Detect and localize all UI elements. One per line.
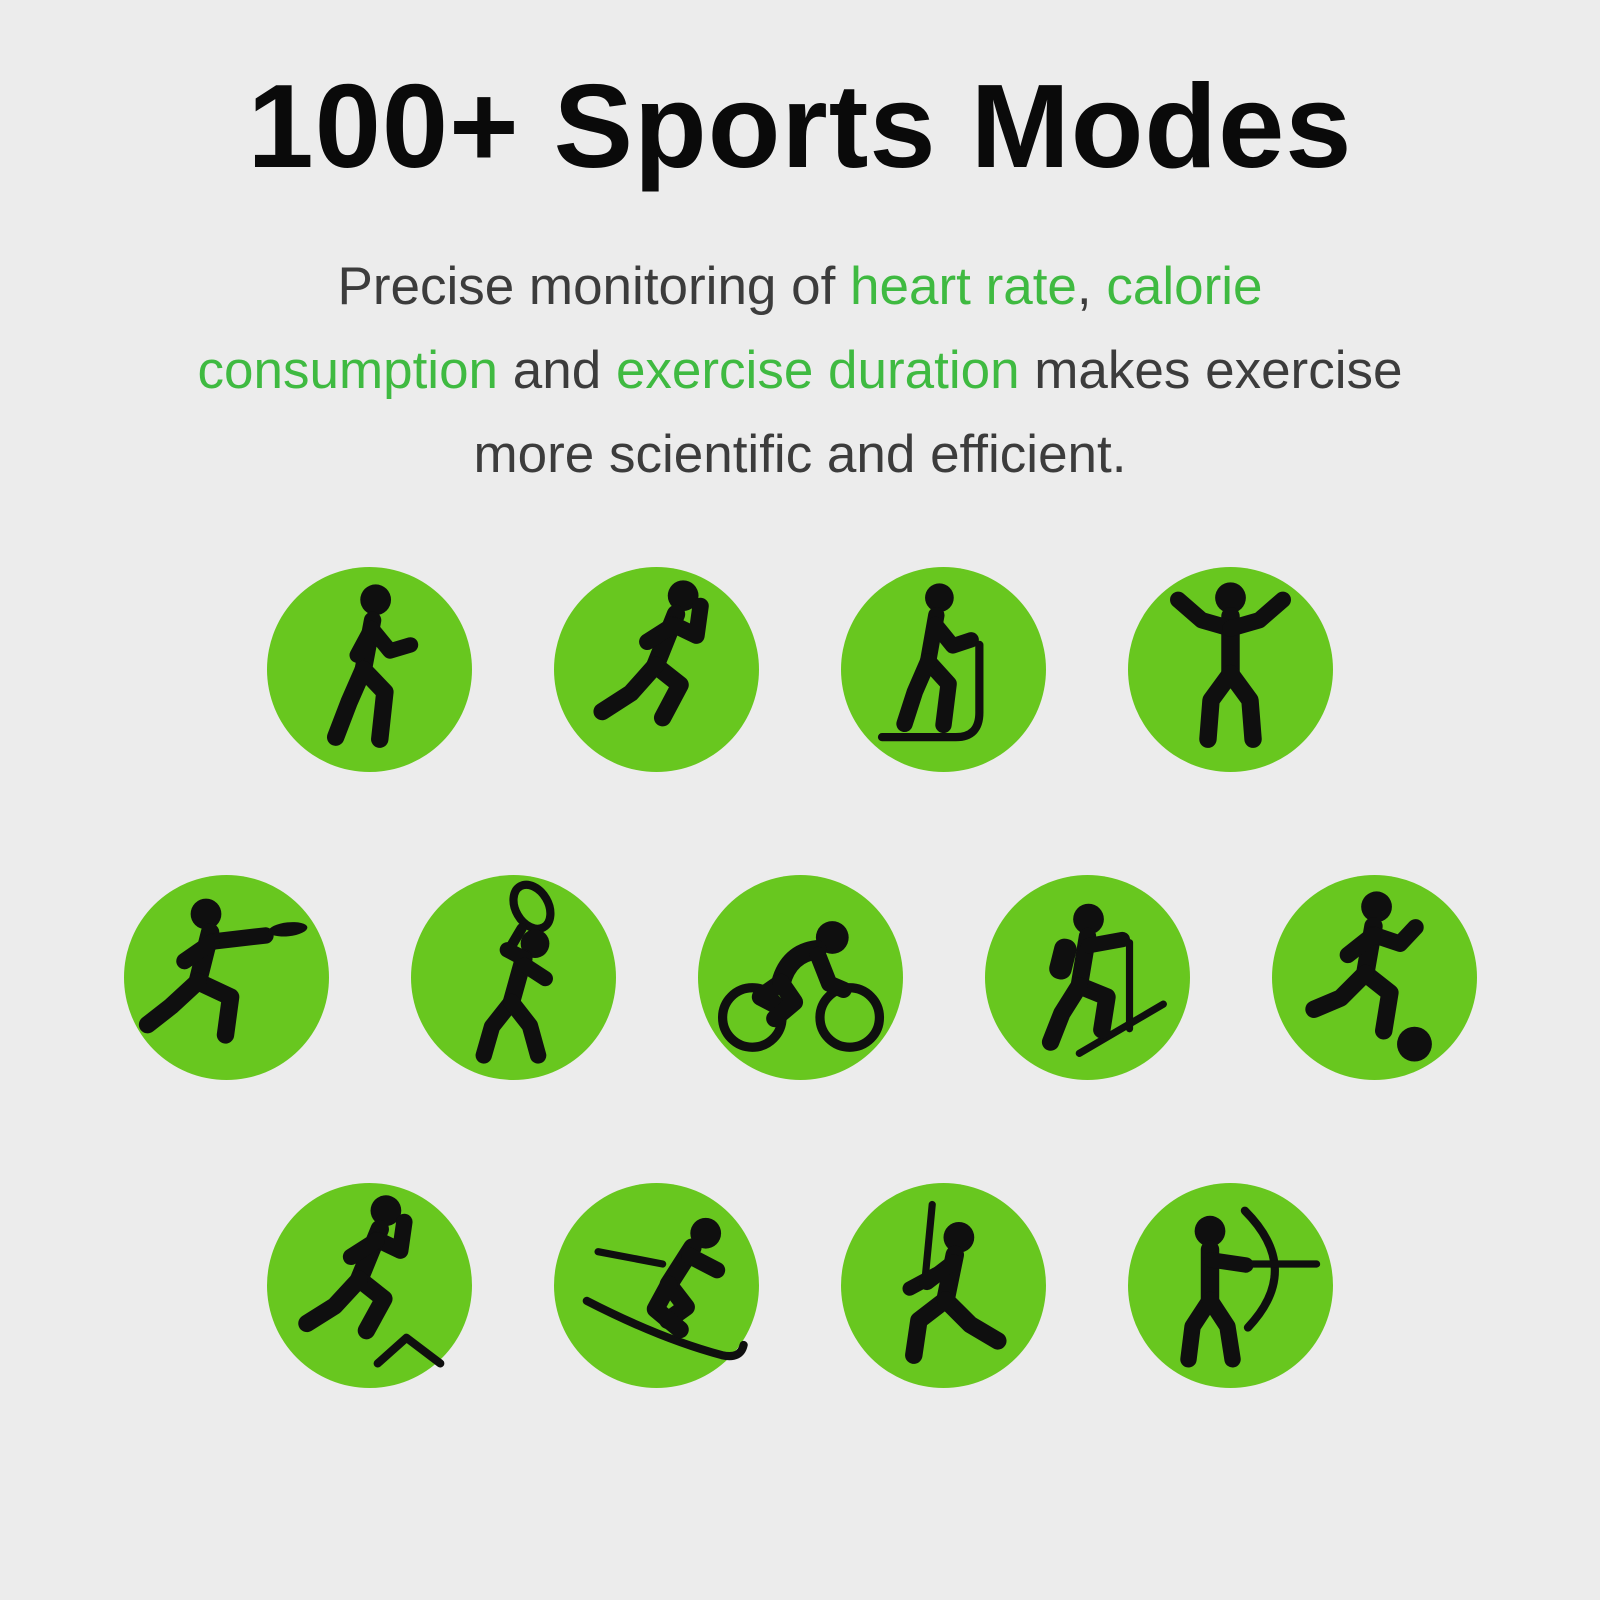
sports-row-1 — [267, 567, 1333, 772]
intro-segment: , — [1076, 257, 1107, 316]
intro-text: Precise monitoring of heart rate, calori… — [55, 245, 1545, 497]
sport-mode-archery — [1128, 1183, 1333, 1388]
fencing-icon — [902, 1200, 1007, 1364]
sport-mode-cycling — [697, 875, 903, 1080]
sport-mode-fencing — [841, 1183, 1046, 1388]
intro-segment: more scientific and efficient. — [473, 425, 1127, 484]
sport-mode-hurdles — [267, 1183, 472, 1388]
running-icon — [593, 580, 709, 727]
sport-mode-skiing — [554, 1183, 759, 1388]
intro-segment-accent: exercise duration — [615, 341, 1020, 400]
freestyle-exercise-icon — [1170, 582, 1291, 748]
sport-mode-running — [554, 567, 759, 772]
soccer-icon — [1304, 891, 1432, 1062]
walking-icon — [326, 584, 419, 748]
treadmill-icon — [877, 583, 984, 742]
skiing-icon — [582, 1217, 748, 1361]
intro-segment: makes exercise — [1019, 341, 1403, 400]
sport-mode-tennis — [410, 875, 616, 1080]
sports-row-3 — [267, 1183, 1333, 1388]
intro-segment-accent: heart rate — [850, 257, 1077, 316]
archery-icon — [1180, 1206, 1321, 1368]
sports-icon-grid — [0, 567, 1600, 1388]
sport-mode-hiking — [984, 875, 1190, 1080]
sport-mode-soccer — [1271, 875, 1477, 1080]
intro-segment: Precise monitoring of — [337, 257, 851, 316]
page-title: 100+ Sports Modes — [247, 60, 1353, 193]
sport-mode-freestyle — [1128, 567, 1333, 772]
intro-segment: and — [498, 341, 616, 400]
sport-mode-walking — [267, 567, 472, 772]
intro-segment-accent: consumption — [197, 341, 499, 400]
hiking-icon — [1041, 903, 1167, 1057]
sport-mode-treadmill — [841, 567, 1046, 772]
tennis-icon — [475, 880, 555, 1064]
frisbee-icon — [138, 898, 307, 1044]
sports-row-2 — [123, 875, 1477, 1080]
cycling-icon — [717, 921, 884, 1052]
hurdles-icon — [298, 1195, 445, 1368]
intro-segment-accent: calorie — [1106, 257, 1263, 316]
sport-mode-frisbee — [123, 875, 329, 1080]
